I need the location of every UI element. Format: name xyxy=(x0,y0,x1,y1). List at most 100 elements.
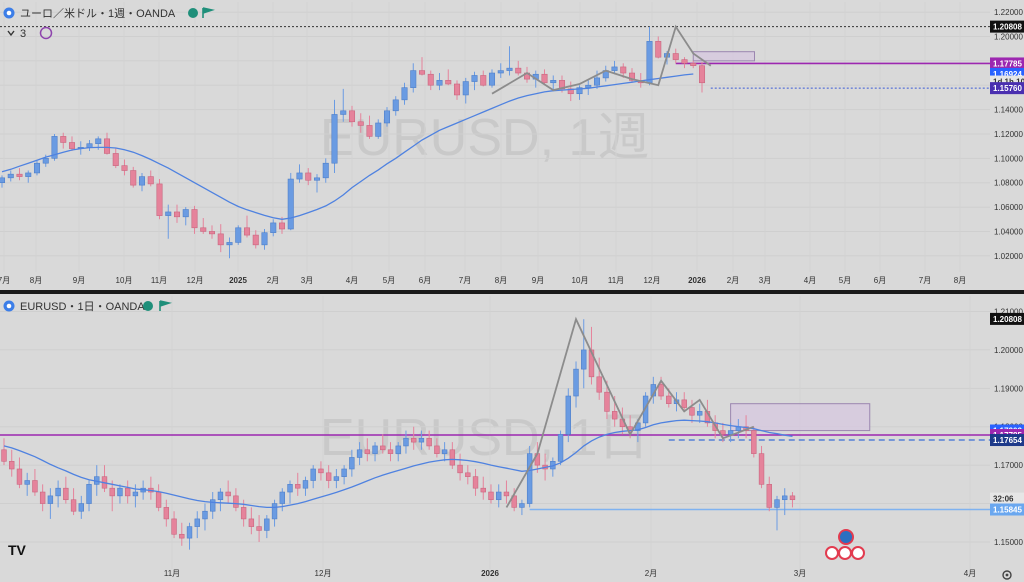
candle xyxy=(593,70,601,89)
time-tick-label: 12月 xyxy=(315,569,332,578)
weekly-zigzag-line xyxy=(491,24,712,95)
candle xyxy=(751,426,757,458)
daily-chart-panel[interactable]: EURUSD, 1日 EURUSD・1日・OANDA TV 11月 12月 2026… xyxy=(0,296,990,578)
price-tag-label: 1.20808 xyxy=(993,315,1022,324)
price-tick-label: 1.12000 xyxy=(994,130,1023,139)
candle xyxy=(173,204,181,223)
weekly-title[interactable]: ユーロ／米ドル・1週・OANDA xyxy=(20,7,176,20)
settings-gear-icon[interactable] xyxy=(1002,570,1012,580)
candle xyxy=(200,218,207,234)
candle xyxy=(341,465,347,485)
price-tick-label: 1.04000 xyxy=(994,227,1023,236)
weekly-flag-icon[interactable] xyxy=(202,7,215,18)
candle xyxy=(453,80,461,100)
candle xyxy=(156,179,163,220)
price-tick-label: 1.21000 xyxy=(994,308,1023,317)
weekly-chart-panel[interactable]: EURUSD, 1週 ユーロ／米ドル・1週・OANDA 3 7月 8月 9月 10月 1… xyxy=(0,2,990,285)
candle xyxy=(210,492,216,519)
us-flag-event-icon[interactable] xyxy=(838,546,852,560)
candle xyxy=(357,113,364,133)
time-tick-label: 2026 xyxy=(688,276,706,285)
candle xyxy=(24,472,30,496)
weekly-time-axis[interactable]: 7月 8月 9月 10月 11月 12月 2025 2月 3月 4月 5月 6月 7月 8月 9月 10月 11… xyxy=(0,276,966,285)
weekly-moving-average xyxy=(1,73,694,220)
price-tag[interactable]: 1.15760 xyxy=(990,82,1024,95)
weekly-zone[interactable] xyxy=(692,51,755,62)
weekly-market-open-icon xyxy=(188,8,198,18)
time-tick-label: 12月 xyxy=(644,276,661,285)
tradingview-logo[interactable]: TV xyxy=(8,542,27,558)
weekly-header: ユーロ／米ドル・1週・OANDA 3 xyxy=(3,7,215,40)
price-tag-label: 1.16924 xyxy=(993,70,1022,79)
candle xyxy=(9,449,15,477)
weekly-horizontal-lines[interactable] xyxy=(0,26,990,89)
price-tag[interactable]: 32:06 xyxy=(990,492,1024,505)
candle xyxy=(457,453,463,481)
candle xyxy=(395,442,401,462)
candle xyxy=(380,434,386,454)
daily-zone[interactable] xyxy=(730,403,871,432)
candle xyxy=(503,480,510,504)
daily-flag-icon[interactable] xyxy=(159,300,172,311)
time-tick-label: 2026 xyxy=(481,569,499,578)
candle xyxy=(310,465,316,489)
us-flag-event-icon[interactable] xyxy=(851,546,865,560)
daily-symbol-icon-dot xyxy=(6,303,12,309)
candle xyxy=(179,522,185,546)
candle xyxy=(401,82,408,105)
candle xyxy=(488,484,494,504)
candle xyxy=(581,319,587,389)
economic-events[interactable] xyxy=(825,529,865,560)
candle xyxy=(496,484,502,508)
daily-horizontal-lines[interactable] xyxy=(0,434,990,511)
event-marker-icon[interactable] xyxy=(838,529,854,545)
weekly-indicator-icon[interactable] xyxy=(39,26,53,40)
price-tick-label: 1.17000 xyxy=(994,461,1023,470)
candle xyxy=(112,148,119,169)
price-tag[interactable]: 1.15845 xyxy=(990,503,1024,516)
price-tag[interactable]: 1.17654 xyxy=(990,434,1024,447)
candle xyxy=(295,472,301,496)
candle xyxy=(225,480,231,504)
time-tick-label: 2月 xyxy=(727,276,739,285)
candle xyxy=(279,488,285,512)
pane-separator[interactable] xyxy=(0,290,1024,294)
price-tag[interactable]: 1.20808 xyxy=(990,20,1024,33)
price-tick-label: 1.15000 xyxy=(994,538,1023,547)
candle xyxy=(427,70,434,91)
candle xyxy=(296,164,303,183)
price-tag[interactable]: 1.20808 xyxy=(990,312,1024,325)
weekly-indicator-count[interactable]: 3 xyxy=(20,28,26,40)
daily-price-axis[interactable]: 1.210001.200001.190001.180001.170001.160… xyxy=(990,294,1024,582)
candle xyxy=(611,60,618,75)
candle xyxy=(672,48,679,64)
time-tick-label: 5月 xyxy=(383,276,395,285)
price-tag[interactable]: 1.17785 xyxy=(990,57,1024,70)
price-tag-label: 32:06 xyxy=(993,495,1014,504)
daily-zigzag-line xyxy=(505,316,755,508)
us-flag-event-icon[interactable] xyxy=(825,546,839,560)
candle xyxy=(340,88,347,122)
candle xyxy=(462,77,469,104)
weekly-collapse-chevron-icon[interactable] xyxy=(7,30,15,37)
candle xyxy=(511,488,517,512)
candle xyxy=(418,430,425,450)
candle xyxy=(243,215,251,238)
target-zone-box[interactable] xyxy=(692,51,755,62)
weekly-price-axis[interactable]: 1.220001.200001.180001.160001.140001.120… xyxy=(990,0,1024,290)
candle xyxy=(121,159,128,176)
candle xyxy=(403,430,409,454)
daily-moving-average xyxy=(3,419,793,509)
time-tick-label: 11月 xyxy=(151,276,167,285)
candle xyxy=(383,107,391,127)
candle xyxy=(596,357,602,400)
time-tick-label: 8月 xyxy=(954,276,966,285)
daily-time-axis[interactable]: 11月 12月 2026 2月 3月 4月 xyxy=(164,569,976,578)
daily-title[interactable]: EURUSD・1日・OANDA xyxy=(20,301,145,313)
candle xyxy=(7,170,14,182)
candle xyxy=(287,480,293,504)
target-zone-box[interactable] xyxy=(730,403,871,432)
candle xyxy=(235,225,242,245)
candle xyxy=(681,57,688,69)
time-tick-label: 4月 xyxy=(346,276,358,285)
